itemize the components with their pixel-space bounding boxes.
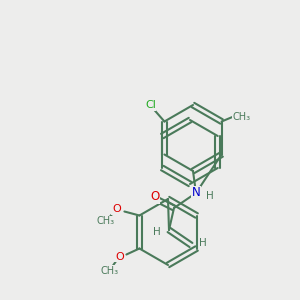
Text: N: N xyxy=(192,187,200,200)
Text: H: H xyxy=(153,227,161,237)
Text: H: H xyxy=(199,238,207,248)
Text: CH₃: CH₃ xyxy=(100,266,118,275)
Text: CH₃: CH₃ xyxy=(96,217,115,226)
Text: O: O xyxy=(112,205,121,214)
Text: O: O xyxy=(115,251,124,262)
Text: O: O xyxy=(150,190,160,203)
Text: H: H xyxy=(206,191,214,201)
Text: CH₃: CH₃ xyxy=(232,112,250,122)
Text: Cl: Cl xyxy=(145,100,156,110)
